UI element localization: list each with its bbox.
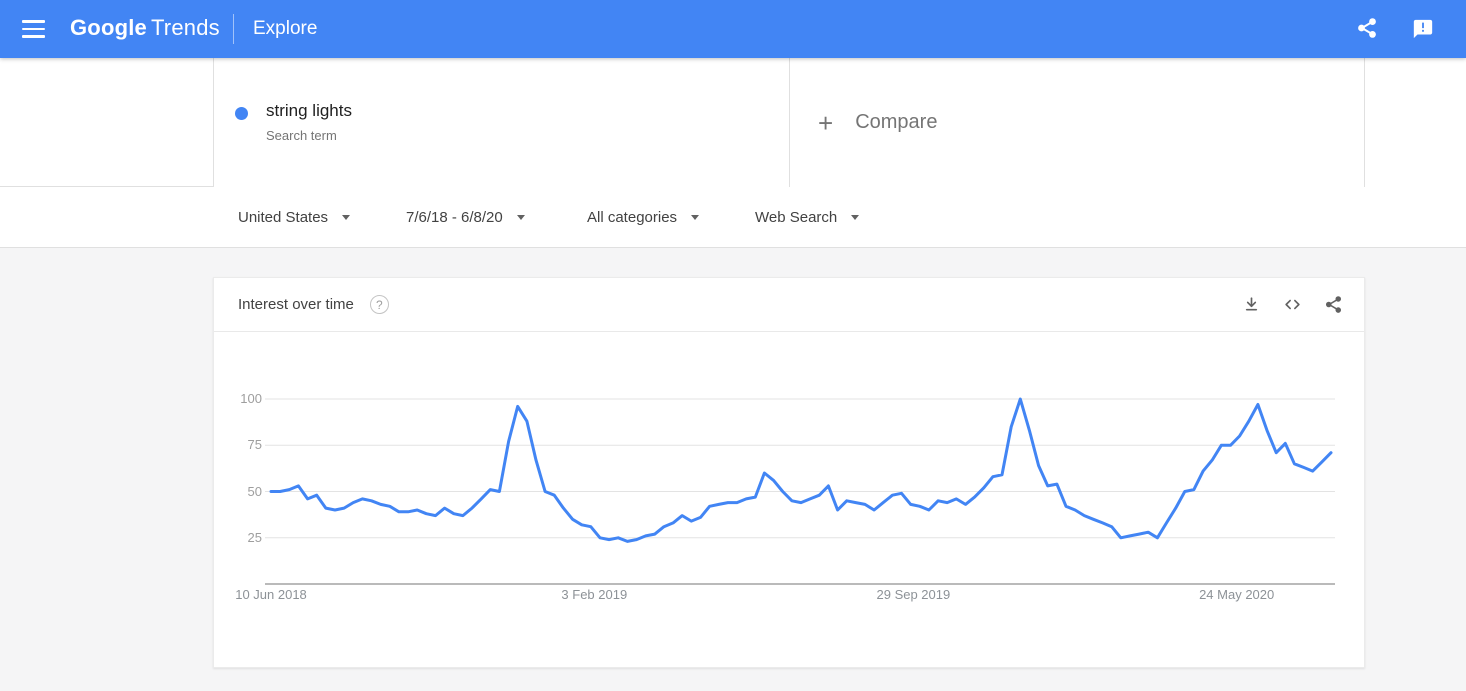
chart-gridlines: [265, 398, 1335, 539]
chevron-down-icon: [851, 214, 860, 220]
embed-code-icon[interactable]: [1283, 295, 1302, 314]
share-icon[interactable]: [1324, 295, 1343, 314]
interest-over-time-chart[interactable]: 25 50 75 100 10 Jun 2018 3 Feb 2019 29 Sep 20…: [214, 332, 1366, 669]
interest-over-time-widget: Interest over time ?: [213, 277, 1365, 668]
region-filter-dropdown[interactable]: United States: [238, 187, 351, 247]
region-filter-label: United States: [238, 208, 329, 226]
plus-icon: +: [818, 107, 834, 138]
trend-polyline: [269, 397, 1333, 543]
help-icon[interactable]: ?: [369, 295, 389, 314]
y-axis-tick-label: 50: [247, 483, 262, 499]
widget-toolbar: [1242, 295, 1343, 314]
chevron-down-icon: [691, 214, 700, 220]
x-axis-tick-label: 3 Feb 2019: [561, 587, 628, 602]
chevron-down-icon: [342, 214, 351, 220]
search-term-text: string lights: [266, 101, 352, 120]
google-trends-logo[interactable]: Google Trends: [70, 15, 220, 41]
y-axis-tick-label: 75: [247, 437, 262, 453]
app-header: Google Trends Explore: [0, 0, 1466, 58]
header-divider: [233, 14, 234, 44]
search-type-filter-dropdown[interactable]: Web Search: [755, 187, 860, 247]
query-row: string lights Search term + Compare: [0, 58, 1466, 187]
y-axis-tick-label: 100: [240, 391, 262, 406]
date-range-filter-dropdown[interactable]: 7/6/18 - 6/8/20: [406, 187, 525, 247]
x-axis-tick-label: 10 Jun 2018: [235, 587, 307, 602]
nav-explore[interactable]: Explore: [253, 18, 318, 39]
y-axis-tick-label: 25: [247, 529, 262, 545]
help-glyph: ?: [376, 297, 383, 312]
chevron-down-icon: [516, 214, 525, 220]
category-filter-label: All categories: [587, 208, 678, 226]
x-axis-tick-label: 24 May 2020: [1199, 587, 1275, 602]
feedback-icon[interactable]: [1412, 18, 1434, 40]
share-icon[interactable]: [1356, 17, 1378, 39]
category-filter-dropdown[interactable]: All categories: [587, 187, 700, 247]
logo-trends: Trends: [150, 15, 220, 40]
compare-label: Compare: [855, 111, 938, 133]
series-color-dot: [235, 107, 248, 120]
logo-google: Google: [70, 15, 147, 40]
date-range-filter-label: 7/6/18 - 6/8/20: [406, 208, 503, 226]
add-comparison-button[interactable]: + Compare: [790, 58, 1365, 187]
search-type-filter-label: Web Search: [755, 208, 838, 226]
widget-header: Interest over time ?: [214, 278, 1364, 332]
search-term-type-label: Search term: [266, 128, 337, 143]
download-icon[interactable]: [1242, 295, 1261, 314]
hamburger-icon[interactable]: [22, 20, 46, 38]
filter-bar: United States 7/6/18 - 6/8/20 All catego…: [0, 187, 1466, 248]
search-term-card[interactable]: string lights Search term: [213, 58, 790, 187]
trend-line-chart: [265, 397, 1335, 585]
x-axis-tick-label: 29 Sep 2019: [876, 587, 951, 602]
widget-title: Interest over time: [238, 296, 354, 313]
